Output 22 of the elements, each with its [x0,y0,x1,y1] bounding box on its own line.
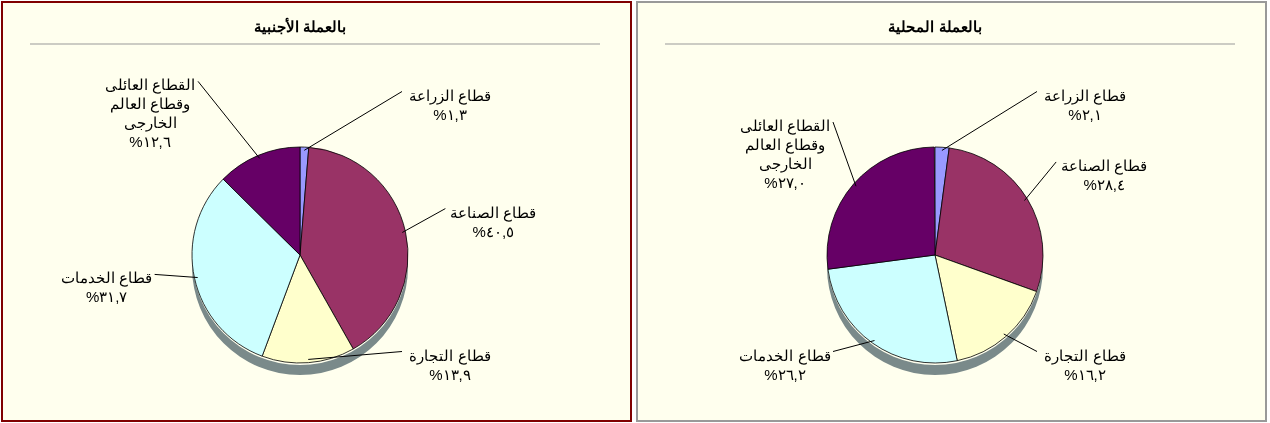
data-label: ٤٠,٥% [472,222,515,240]
data-label: ٢,١% [1068,105,1102,123]
slice-label: القطاع العائلى وقطاع العالم الخارجى [739,117,831,174]
slice-label: قطاع التجارة [409,346,491,365]
data-label: ٣١,٧% [85,288,128,306]
data-label: ١٢,٦% [129,133,171,151]
data-label: ١,٣% [433,105,467,123]
slice-label: القطاع العائلى وقطاع العالم الخارجى [104,76,196,133]
slice-label: قطاع الزراعة [408,86,492,105]
data-label: ٢٦,٢% [764,365,806,383]
chart-title: بالعملة الأجنبية [253,17,347,35]
slice-label: قطاع التجارة [1044,346,1126,365]
data-label: ١٣,٩% [429,365,471,383]
slice-label: قطاع الصناعة [450,203,537,222]
slice-label: قطاع الزراعة [1043,86,1127,105]
chart-title: بالعملة المحلية [888,18,982,35]
data-label: ٢٧,٠% [764,174,806,192]
data-label: ٢٨,٤% [1083,175,1125,193]
data-label: ١٦,٢% [1064,365,1106,383]
slice-label: قطاع الصناعة [1061,156,1148,175]
slice-label: قطاع الخدمات [61,269,153,288]
slice-label: قطاع الخدمات [739,346,831,365]
